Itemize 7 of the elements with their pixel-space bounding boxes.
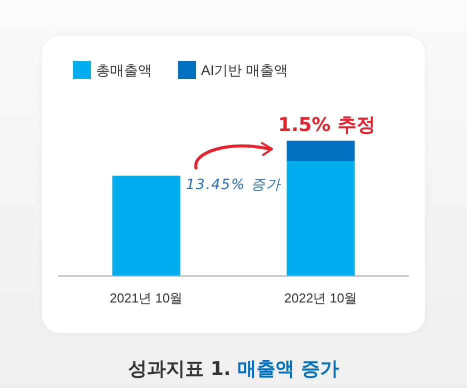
text: 성과지표 1. 매출액 증가 [128, 358, 340, 380]
legend-label: AI기반 매출액 [201, 62, 288, 78]
legend-label: 총매출액 [96, 62, 152, 78]
text: 1.5% 추정 [278, 113, 376, 138]
annotation: 13.45% 증가 [186, 176, 281, 194]
x-tick-label: 2021년 10월 [110, 290, 183, 306]
x-tick-label: 2022년 10월 [284, 290, 358, 306]
